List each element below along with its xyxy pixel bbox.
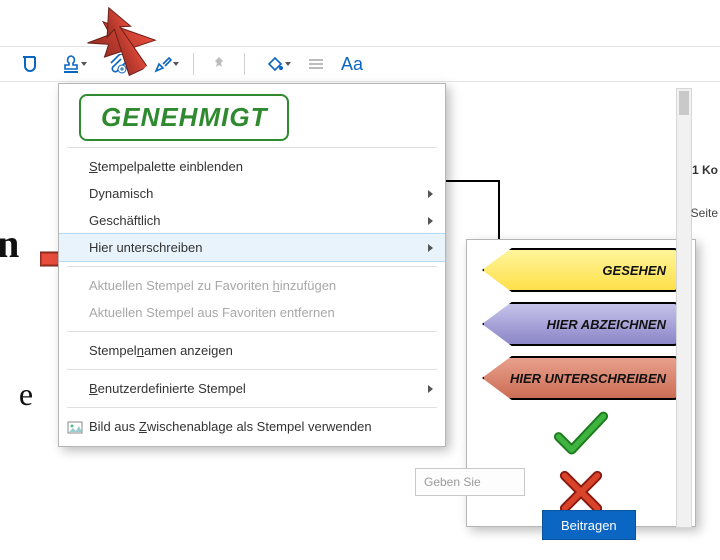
menu-item-sign-here[interactable]: Hier unterschreiben [59, 233, 445, 262]
line-weight-button[interactable] [301, 49, 331, 79]
menu-separator [67, 266, 437, 267]
stamp-preview[interactable]: GENEHMIGT [79, 94, 425, 141]
menu-item-show-palette[interactable]: Stempelpalette einblenden [59, 153, 445, 180]
menu-separator [67, 407, 437, 408]
pin-icon [210, 55, 228, 73]
menu-item-remove-favorite: Aktuellen Stempel aus Favoriten entferne… [59, 299, 445, 326]
menu-item-show-names[interactable]: Stempelnamen anzeigen [59, 337, 445, 364]
comment-area: Geben Sie [415, 468, 675, 496]
toolbar-separator [193, 53, 194, 75]
menu-item-custom-stamps[interactable]: Benutzerdefinierte Stempel [59, 375, 445, 402]
clipboard-image-icon [67, 419, 83, 435]
text-format-button[interactable]: Aa [337, 54, 367, 75]
stamp-hier-unterschreiben[interactable]: HIER UNTERSCHREIBEN [482, 356, 680, 400]
stamp-checkmark[interactable] [553, 410, 609, 458]
contribute-button[interactable]: Beitragen [542, 510, 636, 540]
toolbar-separator [244, 53, 245, 75]
menu-item-from-clipboard[interactable]: Bild aus Zwischenablage als Stempel verw… [59, 413, 445, 440]
stamp-gesehen[interactable]: GESEHEN [482, 248, 680, 292]
menu-item-dynamic[interactable]: Dynamisch [59, 180, 445, 207]
stamp-menu: GENEHMIGT Stempelpalette einblenden Dyna… [58, 83, 446, 447]
pin-tool-button[interactable] [204, 49, 234, 79]
comment-input[interactable]: Geben Sie [415, 468, 525, 496]
fill-color-button[interactable] [255, 49, 295, 79]
menu-separator [67, 369, 437, 370]
stamp-hier-abzeichnen[interactable]: HIER ABZEICHNEN [482, 302, 680, 346]
scrollbar-thumb[interactable] [679, 91, 689, 115]
page-label: Seite [691, 206, 718, 220]
menu-separator [67, 331, 437, 332]
background-text: ın [0, 220, 19, 267]
lines-icon [306, 54, 326, 74]
stamp-genehmigt: GENEHMIGT [79, 94, 289, 141]
dropdown-arrow-icon [285, 62, 291, 66]
dropdown-arrow-icon [173, 62, 179, 66]
background-text: t e [0, 376, 41, 413]
vertical-scrollbar[interactable] [676, 88, 692, 528]
dropdown-arrow-icon [81, 62, 87, 66]
menu-separator [67, 147, 437, 148]
toolbar-button[interactable] [15, 49, 45, 79]
menu-item-business[interactable]: Geschäftlich [59, 207, 445, 234]
paint-bucket-icon [265, 54, 285, 74]
comment-count: 1 Ko [692, 163, 718, 177]
stamp-icon [60, 53, 82, 75]
underline-icon [20, 54, 40, 74]
menu-item-add-favorite: Aktuellen Stempel zu Favoriten hinzufüge… [59, 272, 445, 299]
pencil-shapes-icon [153, 54, 173, 74]
